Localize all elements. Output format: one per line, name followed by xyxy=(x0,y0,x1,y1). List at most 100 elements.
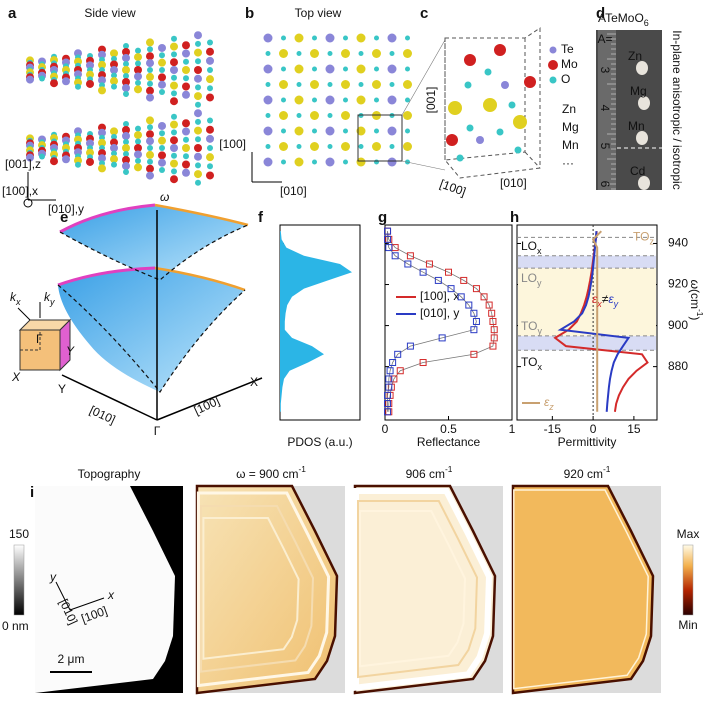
scale-bar-label: 2 μm xyxy=(58,652,85,666)
atom xyxy=(494,44,506,56)
atom xyxy=(387,64,397,74)
atom xyxy=(464,54,476,66)
axis-label: [100] xyxy=(219,137,246,151)
atom xyxy=(98,86,106,95)
atom xyxy=(122,132,130,140)
atom xyxy=(146,150,154,159)
atom xyxy=(170,120,178,129)
atom xyxy=(206,75,214,84)
atom xyxy=(405,128,410,134)
panel-label: a xyxy=(8,5,17,22)
atom xyxy=(206,134,214,143)
atom xyxy=(110,60,118,69)
atom xyxy=(358,82,364,87)
atom xyxy=(263,64,273,74)
atom xyxy=(26,75,34,84)
atom xyxy=(158,136,166,145)
atom xyxy=(325,126,335,136)
atom xyxy=(123,169,129,175)
anisotropy-label-part: x xyxy=(596,299,602,309)
atom xyxy=(98,154,106,163)
axis-label: x xyxy=(107,588,115,602)
y-tick-label: 880 xyxy=(668,359,688,373)
side-label: In-plane anisotropic / isotropic xyxy=(670,30,684,189)
resonance-label-part: TO xyxy=(521,355,537,369)
atom xyxy=(483,98,497,112)
sample-title-part: ATeMoO xyxy=(598,11,644,25)
axis-label: Y xyxy=(58,382,66,396)
axis-label: Γ xyxy=(154,424,161,438)
flake xyxy=(353,484,497,695)
atom xyxy=(110,138,118,147)
reflectance-point xyxy=(465,301,473,309)
atom xyxy=(171,129,177,136)
atom xyxy=(403,49,412,58)
axis-label: ω xyxy=(160,190,169,204)
legend-label: O xyxy=(561,72,570,86)
x-tick-label: 1 xyxy=(509,422,516,436)
atom xyxy=(294,95,304,105)
atom xyxy=(158,158,166,167)
atom xyxy=(327,144,333,149)
atom xyxy=(122,84,130,92)
atom xyxy=(341,49,350,58)
atom xyxy=(122,126,130,134)
reflectance-point xyxy=(425,260,433,268)
k-arrows xyxy=(17,302,41,321)
atom xyxy=(134,150,142,159)
atom xyxy=(195,58,201,65)
y-tick-label: 940 xyxy=(668,236,688,250)
fringe xyxy=(202,517,300,660)
atom xyxy=(86,148,94,157)
zoom-line xyxy=(401,39,446,116)
atom xyxy=(159,167,165,174)
unit-cell xyxy=(357,114,403,162)
cube-label: X xyxy=(11,370,21,384)
atom xyxy=(182,168,190,177)
atom xyxy=(464,81,472,89)
flake xyxy=(35,486,175,693)
x-axis-title: Reflectance xyxy=(417,435,481,449)
atom xyxy=(281,128,286,134)
atom xyxy=(194,66,202,74)
reflectance-point xyxy=(489,317,497,325)
atom xyxy=(310,111,319,120)
image-title-part: 920 cm xyxy=(564,467,603,481)
crystal xyxy=(638,176,650,190)
panel-label: b xyxy=(245,5,254,22)
atom xyxy=(170,58,178,67)
atom xyxy=(206,56,214,65)
atom xyxy=(387,157,397,167)
atom xyxy=(405,35,410,41)
atom xyxy=(403,80,412,89)
atom xyxy=(146,52,154,61)
sample-title: ATeMoO6 xyxy=(598,11,649,28)
atom xyxy=(158,121,166,130)
atom xyxy=(110,77,118,86)
atom xyxy=(389,144,395,149)
x-tick-label: 15 xyxy=(627,422,641,436)
reflectance-point xyxy=(390,375,398,383)
atom xyxy=(111,72,117,79)
sample-title-part: 6 xyxy=(644,18,649,28)
reflectance-point xyxy=(438,334,446,342)
ruler-number: 6 xyxy=(598,181,612,188)
atom xyxy=(279,80,288,89)
atom xyxy=(387,33,397,43)
axis-label: [010] xyxy=(87,403,117,427)
fringe xyxy=(196,491,331,688)
atom xyxy=(182,144,190,152)
ruler-number: 4 xyxy=(598,105,612,112)
axis-label: X xyxy=(250,375,258,389)
atom xyxy=(341,142,350,151)
bz-cube-side xyxy=(59,318,71,372)
sample-label: Mn xyxy=(628,119,645,133)
fringe xyxy=(353,488,493,691)
atom xyxy=(195,136,201,143)
atom xyxy=(279,111,288,120)
axis-label: y xyxy=(49,570,57,584)
atom xyxy=(265,51,271,56)
atom xyxy=(466,124,474,132)
atom xyxy=(159,67,165,73)
panel-title: Side view xyxy=(84,6,136,20)
